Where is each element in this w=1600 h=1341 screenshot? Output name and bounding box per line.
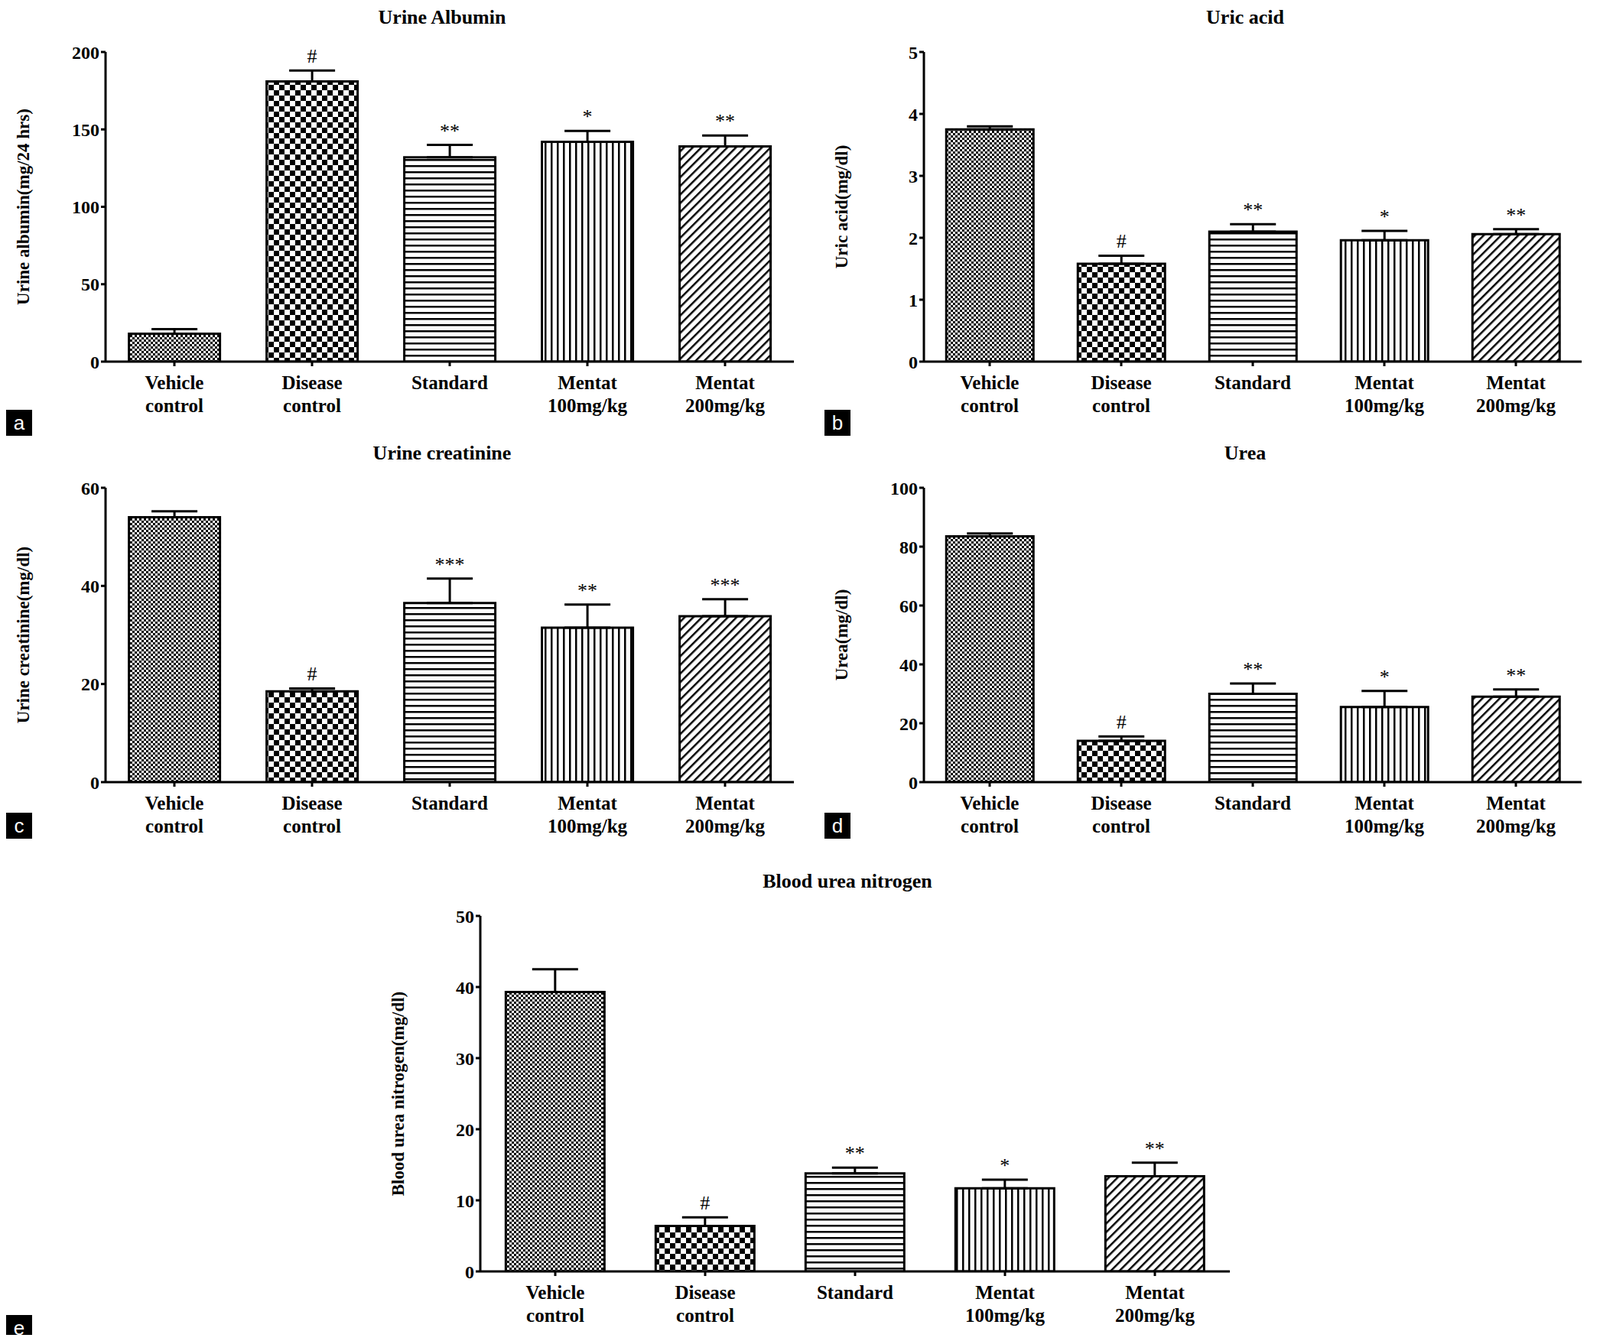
- html-text:a: a: [13, 411, 25, 435]
- svg-text:Diseasecontrol: Diseasecontrol: [674, 1282, 735, 1327]
- svg-text:Mentat100mg/kg: Mentat100mg/kg: [965, 1282, 1046, 1327]
- svg-text:Mentat100mg/kg: Mentat100mg/kg: [547, 793, 628, 837]
- svg-text:Vehiclecontrol: Vehiclecontrol: [145, 372, 205, 417]
- svg-text:Standard: Standard: [1214, 793, 1292, 814]
- html-text:Urine Albumin: Urine Albumin: [378, 6, 506, 29]
- svg-text:40: 40: [81, 576, 100, 597]
- svg-text:*: *: [1379, 666, 1390, 689]
- svg-text:*: *: [1379, 205, 1390, 228]
- svg-text:#: #: [307, 45, 318, 68]
- svg-text:**: **: [1505, 664, 1526, 687]
- svg-text:Standard: Standard: [816, 1282, 894, 1304]
- svg-text:*: *: [999, 1154, 1010, 1178]
- svg-text:**: **: [845, 1142, 866, 1165]
- svg-text:20: 20: [81, 674, 100, 695]
- svg-text:#: #: [1116, 230, 1127, 253]
- svg-text:***: ***: [435, 553, 466, 576]
- svg-text:#: #: [307, 663, 318, 686]
- svg-text:Mentat200mg/kg: Mentat200mg/kg: [685, 793, 766, 837]
- html-text:e: e: [13, 1317, 25, 1340]
- svg-text:40: 40: [899, 655, 918, 676]
- svg-text:60: 60: [81, 478, 100, 499]
- html-text:Urea: Urea: [1224, 442, 1266, 465]
- svg-text:4: 4: [908, 104, 918, 125]
- svg-text:0: 0: [908, 773, 918, 794]
- svg-text:Vehiclecontrol: Vehiclecontrol: [960, 372, 1020, 417]
- svg-text:Standard: Standard: [1214, 372, 1292, 394]
- svg-text:#: #: [1116, 711, 1127, 734]
- svg-text:50: 50: [81, 274, 100, 295]
- svg-text:***: ***: [710, 574, 741, 597]
- svg-text:3: 3: [908, 166, 918, 187]
- svg-text:0: 0: [908, 352, 918, 373]
- svg-text:**: **: [1242, 198, 1263, 222]
- svg-text:#: #: [699, 1192, 710, 1215]
- svg-text:40: 40: [455, 978, 475, 999]
- svg-text:50: 50: [455, 907, 475, 927]
- html-text:c: c: [14, 814, 25, 838]
- svg-text:Mentat100mg/kg: Mentat100mg/kg: [1344, 793, 1425, 837]
- svg-text:**: **: [1505, 204, 1526, 227]
- svg-text:**: **: [1144, 1138, 1165, 1161]
- html-text:Blood urea nitrogen: Blood urea nitrogen: [762, 870, 933, 893]
- svg-text:5: 5: [908, 42, 918, 63]
- svg-text:Mentat200mg/kg: Mentat200mg/kg: [1476, 793, 1557, 837]
- svg-text:**: **: [439, 120, 460, 143]
- svg-text:Blood urea nitrogen(mg/dl): Blood urea nitrogen(mg/dl): [388, 991, 408, 1197]
- svg-text:Diseasecontrol: Diseasecontrol: [1090, 793, 1152, 837]
- svg-text:60: 60: [899, 596, 918, 617]
- svg-text:10: 10: [455, 1191, 475, 1212]
- html-text:Uric acid: Uric acid: [1206, 6, 1285, 29]
- svg-text:Uric acid(mg/dl): Uric acid(mg/dl): [832, 145, 852, 270]
- svg-text:20: 20: [455, 1120, 475, 1141]
- svg-text:1: 1: [908, 290, 918, 311]
- svg-text:2: 2: [908, 228, 918, 249]
- svg-text:Vehiclecontrol: Vehiclecontrol: [526, 1282, 586, 1327]
- svg-text:*: *: [582, 105, 593, 128]
- svg-text:Vehiclecontrol: Vehiclecontrol: [960, 793, 1020, 837]
- svg-text:100: 100: [890, 478, 918, 499]
- svg-text:Urine creatinine(mg/dl): Urine creatinine(mg/dl): [13, 546, 33, 724]
- svg-text:100: 100: [71, 197, 100, 218]
- svg-text:Mentat200mg/kg: Mentat200mg/kg: [1115, 1282, 1196, 1327]
- svg-text:Mentat200mg/kg: Mentat200mg/kg: [1476, 372, 1557, 417]
- html-text:d: d: [831, 814, 843, 838]
- svg-text:Diseasecontrol: Diseasecontrol: [281, 372, 342, 417]
- svg-text:Urea(mg/dl): Urea(mg/dl): [832, 589, 852, 682]
- svg-text:**: **: [1242, 658, 1263, 681]
- svg-text:80: 80: [899, 537, 918, 558]
- svg-text:0: 0: [90, 352, 100, 373]
- svg-text:150: 150: [71, 120, 100, 140]
- svg-text:Standard: Standard: [411, 793, 488, 814]
- svg-text:Mentat200mg/kg: Mentat200mg/kg: [685, 372, 766, 417]
- svg-text:Mentat100mg/kg: Mentat100mg/kg: [1344, 372, 1425, 417]
- svg-text:**: **: [715, 110, 735, 133]
- svg-text:30: 30: [455, 1049, 475, 1070]
- svg-text:200: 200: [71, 42, 100, 63]
- html-text:b: b: [831, 411, 843, 435]
- svg-text:**: **: [577, 579, 598, 602]
- svg-text:Standard: Standard: [411, 372, 488, 394]
- html-text:Urine creatinine: Urine creatinine: [372, 442, 512, 465]
- svg-text:Diseasecontrol: Diseasecontrol: [1090, 372, 1152, 417]
- svg-text:20: 20: [899, 714, 918, 735]
- svg-text:0: 0: [90, 773, 100, 794]
- svg-text:0: 0: [465, 1262, 475, 1283]
- svg-text:Mentat100mg/kg: Mentat100mg/kg: [547, 372, 628, 417]
- svg-text:Diseasecontrol: Diseasecontrol: [281, 793, 342, 837]
- svg-text:Urine albumin(mg/24 hrs): Urine albumin(mg/24 hrs): [13, 108, 33, 306]
- svg-text:Vehiclecontrol: Vehiclecontrol: [145, 793, 205, 837]
